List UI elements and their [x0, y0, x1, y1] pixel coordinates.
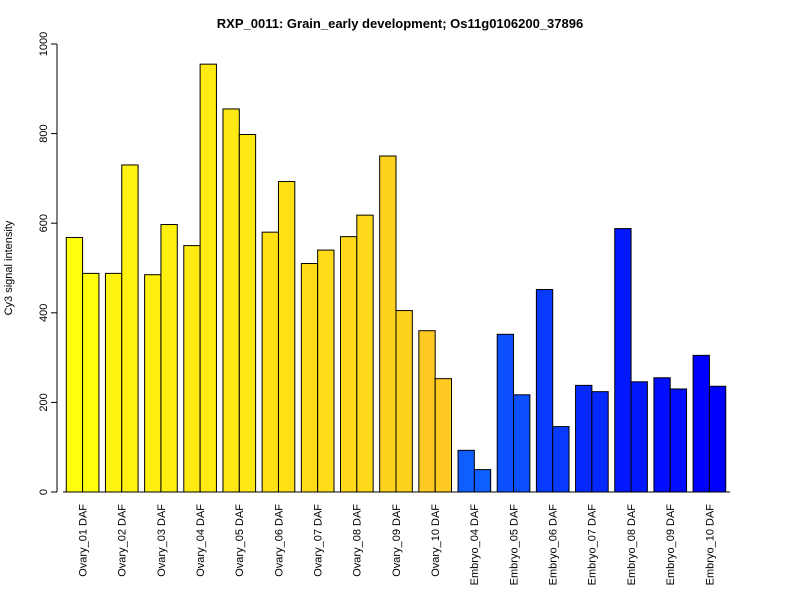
- bar: [277, 181, 296, 493]
- bar: [261, 231, 279, 493]
- x-tick-label: Embryo_10 DAF: [704, 504, 716, 586]
- bar: [434, 378, 453, 493]
- bar: [418, 330, 436, 493]
- bar: [457, 449, 475, 493]
- bar: [653, 377, 671, 493]
- x-tick-label: Embryo_06 DAF: [548, 504, 560, 586]
- y-axis: 0 200 400 600 800 1000: [38, 32, 58, 495]
- bar: [379, 155, 397, 493]
- bar: [183, 245, 201, 493]
- bar: [708, 385, 727, 493]
- bar: [222, 108, 240, 493]
- bar: [340, 236, 358, 493]
- bar: [496, 333, 515, 493]
- bar: [65, 237, 84, 493]
- bar: [614, 228, 632, 493]
- bar: [395, 310, 413, 493]
- x-tick-label: Ovary_05 DAF: [234, 504, 246, 577]
- x-tick-label: Ovary_03 DAF: [156, 504, 168, 577]
- x-axis: Ovary_01 DAF Ovary_02 DAF Ovary_03 DAF Ovar…: [63, 491, 730, 586]
- y-tick-label: 800: [38, 124, 50, 142]
- bar: [300, 263, 319, 493]
- x-tick-label: Embryo_05 DAF: [508, 504, 520, 586]
- x-tick-label: Embryo_09 DAF: [665, 504, 677, 586]
- bar: [104, 272, 123, 493]
- x-tick-label: Embryo_07 DAF: [587, 504, 599, 586]
- x-tick-label: Ovary_07 DAF: [312, 504, 324, 577]
- y-tick-label: 1000: [38, 32, 50, 56]
- bar: [692, 354, 710, 493]
- bar: [144, 274, 162, 493]
- bar: [669, 388, 688, 493]
- bar: [591, 391, 609, 493]
- x-tick-label: Ovary_01 DAF: [77, 504, 89, 577]
- y-axis-label: Cy3 signal intensity: [3, 220, 15, 315]
- bar: [552, 426, 570, 493]
- bar: [513, 394, 531, 493]
- bar: [575, 384, 593, 493]
- bar: [199, 63, 217, 493]
- x-tick-label: Embryo_04 DAF: [469, 504, 481, 586]
- bars: [65, 63, 727, 493]
- x-tick-label: Embryo_08 DAF: [626, 504, 638, 586]
- x-tick-label: Ovary_04 DAF: [195, 504, 207, 577]
- x-tick-label: Ovary_09 DAF: [391, 504, 403, 577]
- bar: [630, 381, 648, 493]
- bar: [317, 249, 335, 493]
- y-tick-label: 400: [38, 304, 50, 322]
- y-tick-label: 600: [38, 214, 50, 232]
- bar: [238, 133, 257, 493]
- x-tick-label: Ovary_10 DAF: [430, 504, 442, 577]
- y-tick-label: 0: [38, 489, 50, 495]
- chart-title: RXP_0011: Grain_early development; Os11g…: [217, 16, 583, 31]
- x-tick-label: Ovary_02 DAF: [117, 504, 129, 577]
- bar: [473, 469, 492, 493]
- x-tick-label: Ovary_08 DAF: [352, 504, 364, 577]
- bar: [82, 272, 100, 493]
- bar: [535, 289, 554, 493]
- bar: [356, 214, 374, 493]
- bar: [121, 164, 139, 493]
- x-tick-label: Ovary_06 DAF: [273, 504, 285, 577]
- y-tick-label: 200: [38, 393, 50, 411]
- bar: [160, 224, 178, 493]
